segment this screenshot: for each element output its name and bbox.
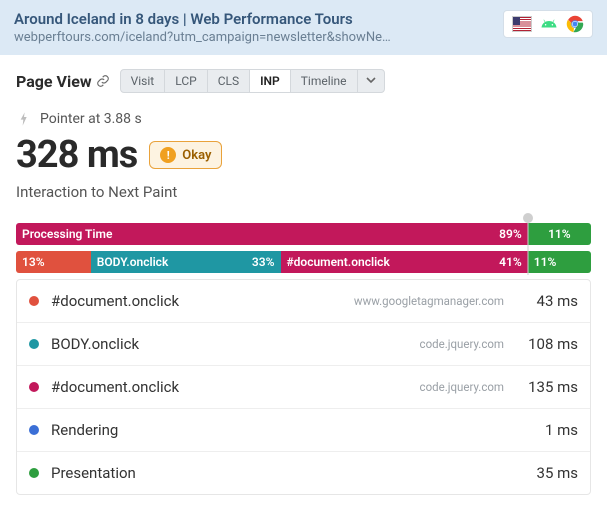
tab-cls[interactable]: CLS [208, 70, 250, 92]
row-value: 135 ms [518, 378, 578, 396]
android-icon [540, 15, 558, 33]
segments-bar: 13%BODY.onclick33%#document.onclick41%11… [16, 251, 591, 273]
row-label: Presentation [51, 464, 136, 482]
color-dot [29, 339, 39, 349]
row-label: #document.onclick [51, 378, 179, 396]
processing-seg: Processing Time89% [16, 223, 528, 245]
list-item[interactable]: #document.onclick www.googletagmanager.c… [17, 280, 590, 323]
row-value: 35 ms [518, 464, 578, 482]
breakdown-list: #document.onclick www.googletagmanager.c… [16, 279, 591, 495]
list-item[interactable]: Presentation 35 ms [17, 452, 590, 494]
row-value: 108 ms [518, 335, 578, 353]
metric-name: Interaction to Next Paint [16, 183, 591, 201]
us-flag-icon [512, 16, 532, 32]
nav-title-text: Page View [16, 72, 92, 91]
row-label: BODY.onclick [51, 335, 139, 353]
page-title: Around Iceland in 8 days | Web Performan… [14, 10, 493, 28]
page-url: webperftours.com/iceland?utm_campaign=ne… [14, 30, 493, 45]
page-header: Around Iceland in 8 days | Web Performan… [0, 0, 607, 55]
pointer-row: Pointer at 3.88 s [16, 111, 591, 127]
tab-lcp[interactable]: LCP [165, 70, 207, 92]
color-dot [29, 425, 39, 435]
list-item[interactable]: BODY.onclick code.jquery.com 108 ms [17, 323, 590, 366]
chrome-icon [566, 15, 584, 33]
metric-tabs: Visit LCP CLS INP Timeline [120, 69, 385, 93]
pointer-icon [16, 111, 32, 127]
processing-bar: Processing Time89%11% [16, 223, 591, 245]
nav-row: Page View Visit LCP CLS INP Timeline [0, 55, 607, 101]
remainder-seg: 11% [528, 223, 591, 245]
row-label: Rendering [51, 421, 118, 439]
color-dot [29, 382, 39, 392]
metric-row: 328 ms ! Okay [16, 133, 591, 177]
chevron-down-icon [366, 75, 376, 85]
bar-seg: 13% [16, 251, 91, 273]
row-value: 1 ms [518, 421, 578, 439]
badge-label: Okay [182, 148, 211, 163]
status-badge: ! Okay [149, 141, 222, 169]
color-dot [29, 296, 39, 306]
bar-seg: 11% [528, 251, 591, 273]
header-context-pills [503, 10, 593, 38]
tab-timeline[interactable]: Timeline [291, 70, 358, 92]
row-domain: www.googletagmanager.com [354, 294, 518, 308]
bar-seg: #document.onclick41% [281, 251, 528, 273]
metric-value: 328 ms [16, 133, 137, 177]
bar-seg: BODY.onclick33% [91, 251, 281, 273]
row-domain: code.jquery.com [420, 380, 518, 394]
row-value: 43 ms [518, 292, 578, 310]
nav-title[interactable]: Page View [16, 72, 110, 91]
content: Pointer at 3.88 s 328 ms ! Okay Interact… [0, 101, 607, 511]
breakdown-bars: Processing Time89%11% 13%BODY.onclick33%… [16, 223, 591, 273]
row-label: #document.onclick [51, 292, 179, 310]
pointer-text: Pointer at 3.88 s [40, 111, 142, 127]
tab-more[interactable] [358, 70, 384, 92]
header-text: Around Iceland in 8 days | Web Performan… [14, 10, 503, 45]
link-icon [96, 74, 110, 88]
color-dot [29, 468, 39, 478]
tab-visit[interactable]: Visit [121, 70, 166, 92]
threshold-marker [523, 213, 533, 223]
warning-icon: ! [160, 147, 176, 163]
list-item[interactable]: Rendering 1 ms [17, 409, 590, 452]
list-item[interactable]: #document.onclick code.jquery.com 135 ms [17, 366, 590, 409]
row-domain: code.jquery.com [420, 337, 518, 351]
tab-inp[interactable]: INP [250, 70, 291, 92]
